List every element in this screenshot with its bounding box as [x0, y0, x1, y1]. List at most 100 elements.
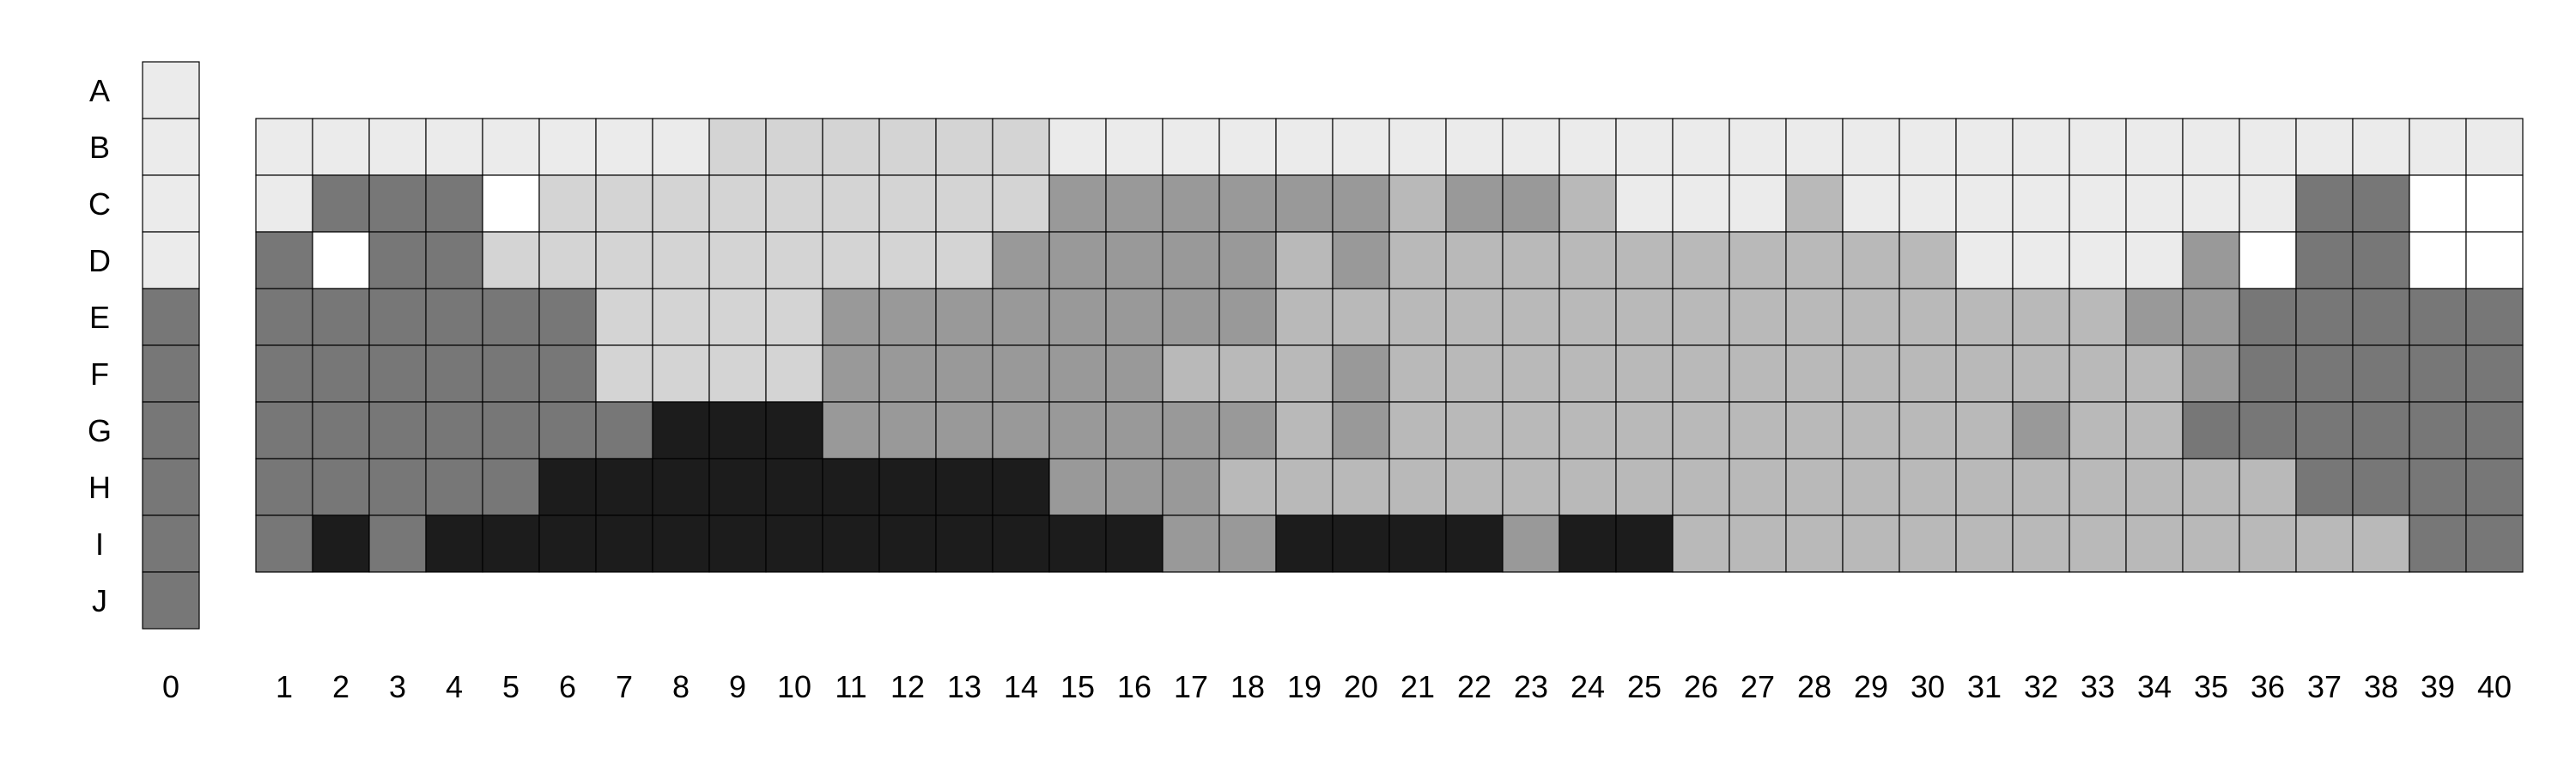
cell-40-I	[2465, 514, 2524, 573]
cell-33-G	[2069, 401, 2127, 460]
cell-13-C	[935, 174, 993, 233]
row-label-G: G	[88, 413, 112, 448]
cell-19-F	[1275, 344, 1334, 403]
cell-8-E	[652, 288, 710, 346]
column-label-17: 17	[1174, 669, 1208, 704]
cell-2-H	[312, 458, 370, 516]
cell-26-C	[1672, 174, 1730, 233]
cell-34-C	[2125, 174, 2184, 233]
cell-34-I	[2125, 514, 2184, 573]
cell-15-F	[1048, 344, 1107, 403]
cell-14-B	[992, 118, 1050, 176]
cell-38-C	[2352, 174, 2410, 233]
cell-37-B	[2295, 118, 2354, 176]
cell-20-E	[1332, 288, 1390, 346]
cell-9-D	[708, 231, 767, 289]
cell-6-I	[538, 514, 597, 573]
cell-23-C	[1502, 174, 1560, 233]
cell-36-C	[2239, 174, 2297, 233]
cell-11-C	[822, 174, 880, 233]
column-label-20: 20	[1344, 669, 1378, 704]
cell-30-D	[1899, 231, 1957, 289]
cell-36-H	[2239, 458, 2297, 516]
cell-13-B	[935, 118, 993, 176]
cell-4-D	[425, 231, 483, 289]
cell-31-E	[1955, 288, 2014, 346]
cell-7-H	[595, 458, 653, 516]
cell-36-E	[2239, 288, 2297, 346]
cell-39-C	[2409, 174, 2467, 233]
column-label-9: 9	[729, 669, 746, 704]
cell-10-C	[765, 174, 823, 233]
cell-39-G	[2409, 401, 2467, 460]
cell-32-C	[2012, 174, 2070, 233]
cell-14-F	[992, 344, 1050, 403]
cell-32-B	[2012, 118, 2070, 176]
cell-16-G	[1105, 401, 1163, 460]
cell-26-G	[1672, 401, 1730, 460]
cell-9-B	[708, 118, 767, 176]
cell-18-B	[1218, 118, 1277, 176]
cell-22-I	[1445, 514, 1504, 573]
cell-10-F	[765, 344, 823, 403]
cell-32-I	[2012, 514, 2070, 573]
cell-5-G	[482, 401, 540, 460]
cell-6-G	[538, 401, 597, 460]
cell-1-B	[255, 118, 313, 176]
cell-11-H	[822, 458, 880, 516]
cell-28-E	[1785, 288, 1844, 346]
cell-12-C	[878, 174, 937, 233]
cell-3-E	[368, 288, 427, 346]
cell-21-G	[1388, 401, 1447, 460]
cell-39-H	[2409, 458, 2467, 516]
cell-38-B	[2352, 118, 2410, 176]
column-label-40: 40	[2477, 669, 2512, 704]
cell-10-B	[765, 118, 823, 176]
column-label-34: 34	[2137, 669, 2172, 704]
cell-1-F	[255, 344, 313, 403]
cell-0-H	[142, 458, 200, 516]
column-label-19: 19	[1287, 669, 1321, 704]
cell-28-H	[1785, 458, 1844, 516]
cell-23-F	[1502, 344, 1560, 403]
cell-38-G	[2352, 401, 2410, 460]
column-label-21: 21	[1400, 669, 1435, 704]
cell-5-B	[482, 118, 540, 176]
cell-13-F	[935, 344, 993, 403]
cell-38-H	[2352, 458, 2410, 516]
cell-40-B	[2465, 118, 2524, 176]
cell-39-B	[2409, 118, 2467, 176]
cell-3-H	[368, 458, 427, 516]
cell-20-C	[1332, 174, 1390, 233]
cell-24-I	[1558, 514, 1617, 573]
column-label-14: 14	[1004, 669, 1038, 704]
cell-21-F	[1388, 344, 1447, 403]
cell-10-E	[765, 288, 823, 346]
column-label-36: 36	[2251, 669, 2285, 704]
cell-19-C	[1275, 174, 1334, 233]
cell-3-F	[368, 344, 427, 403]
cell-18-F	[1218, 344, 1277, 403]
cell-33-H	[2069, 458, 2127, 516]
cell-38-D	[2352, 231, 2410, 289]
cell-22-D	[1445, 231, 1504, 289]
cell-25-B	[1615, 118, 1674, 176]
cell-11-B	[822, 118, 880, 176]
cell-33-B	[2069, 118, 2127, 176]
cell-26-E	[1672, 288, 1730, 346]
cell-11-D	[822, 231, 880, 289]
column-label-26: 26	[1684, 669, 1718, 704]
cell-7-F	[595, 344, 653, 403]
cell-29-B	[1842, 118, 1900, 176]
cell-23-E	[1502, 288, 1560, 346]
cell-26-H	[1672, 458, 1730, 516]
cell-36-D	[2239, 231, 2297, 289]
cell-6-F	[538, 344, 597, 403]
cell-15-E	[1048, 288, 1107, 346]
column-label-24: 24	[1571, 669, 1605, 704]
cell-27-H	[1728, 458, 1787, 516]
cell-4-I	[425, 514, 483, 573]
cell-6-D	[538, 231, 597, 289]
